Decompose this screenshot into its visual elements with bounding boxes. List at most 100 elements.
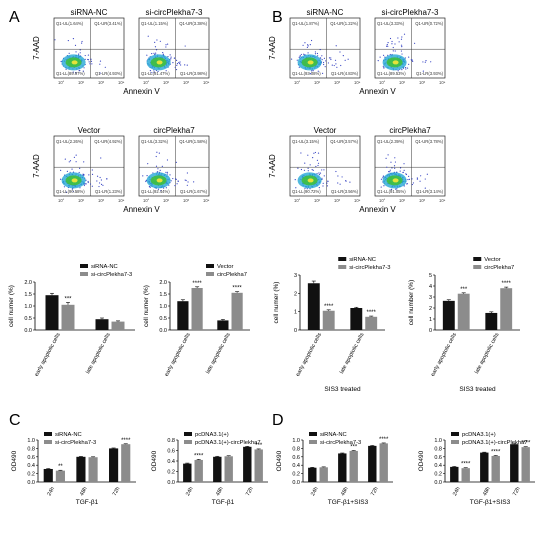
event-dot — [337, 175, 339, 177]
x-tick-label: 72h — [512, 486, 522, 497]
flow-xlabel: Annexin V — [359, 205, 396, 214]
event-dot — [386, 43, 388, 46]
event-dot — [403, 163, 405, 165]
flow-tick-label: 10³ — [98, 80, 105, 85]
event-dot — [71, 188, 73, 190]
event-dot — [99, 60, 102, 62]
bar — [231, 292, 243, 330]
event-dot — [394, 157, 396, 159]
event-dot — [91, 173, 94, 175]
event-dot — [330, 57, 332, 59]
event-dot — [69, 160, 72, 162]
bar — [365, 316, 378, 330]
quadrant-label: Q1-LL(89.53%) — [377, 71, 406, 76]
flow-plot-frame — [138, 17, 210, 79]
x-tick-label: late apoptotic cells — [85, 332, 112, 375]
event-dot — [184, 64, 186, 66]
event-dot — [65, 191, 67, 193]
bar — [319, 467, 328, 482]
flow-tick-label: 10° — [143, 80, 150, 85]
y-axis-label: OD490 — [276, 450, 283, 471]
event-dot — [408, 56, 410, 58]
quadrant-label: Q1-UR(1.58%) — [179, 139, 207, 144]
event-dot — [405, 173, 407, 175]
density-peak — [156, 60, 163, 65]
significance-mark: **** — [232, 286, 242, 292]
event-dot — [68, 161, 70, 163]
bar-charts: 0.0 0.5 1.0 1.5 2.0 cell numer (%) *** early ap… — [8, 257, 535, 506]
event-dot — [416, 178, 419, 180]
bar-chart: 0.0 0.2 0.4 0.6 0.8 1.0 OD490 ** 24h 48h **** 72h TG… — [11, 432, 136, 506]
event-dot — [412, 60, 414, 62]
event-dot — [179, 62, 181, 65]
legend-label: siRNA-NC — [91, 264, 118, 270]
y-tick-label: 0.2 — [27, 472, 35, 478]
event-dot — [321, 55, 323, 57]
event-dot — [167, 55, 169, 58]
panel-letter-a: A — [9, 9, 20, 26]
event-dot — [73, 156, 75, 158]
event-dot — [72, 190, 74, 193]
flow-tick-label: 10³ — [183, 80, 190, 85]
event-dot — [154, 46, 157, 48]
event-dot — [430, 61, 432, 63]
event-dot — [157, 70, 159, 73]
event-dot — [186, 64, 188, 66]
event-dot — [319, 172, 322, 174]
event-dot — [323, 169, 325, 171]
quadrant-label: Q1-LR(4.93%) — [95, 71, 123, 76]
event-dot — [78, 171, 80, 174]
density-peak — [71, 60, 78, 65]
significance-mark: **** — [192, 281, 202, 287]
event-dot — [317, 164, 319, 167]
event-dot — [60, 169, 62, 171]
quadrant-label: Q1-UR(3.78%) — [415, 139, 443, 144]
event-dot — [142, 175, 144, 177]
quadrant-label: Q1-LR(1.67%) — [180, 189, 208, 194]
event-dot — [307, 52, 309, 54]
event-dot — [75, 72, 77, 74]
event-dot — [170, 180, 172, 182]
event-dot — [424, 178, 426, 180]
legend-swatch — [451, 432, 459, 436]
event-dot — [175, 161, 177, 164]
quadrant-label: Q1-UL(1.64%) — [56, 21, 84, 26]
event-dot — [154, 41, 156, 43]
x-tick-label: 48h — [340, 486, 350, 497]
event-dot — [83, 174, 85, 176]
event-dot — [326, 185, 329, 187]
y-tick-label: 0.5 — [24, 316, 32, 322]
flow-tick-label: 10² — [78, 80, 85, 85]
event-dot — [333, 64, 335, 67]
flow-plot-frame — [374, 135, 446, 197]
event-dot — [310, 39, 313, 42]
bar — [349, 450, 358, 482]
y-axis-label: OD490 — [418, 450, 425, 471]
x-tick-label: late apoptotic cells — [339, 332, 366, 375]
y-axis-label: cell number (%) — [408, 280, 415, 326]
event-dot — [307, 167, 309, 169]
flow-plot: Vector Q1-UL(3.15%) Q1-UR(3.57%) Q1-LL(90.7… — [289, 126, 361, 203]
event-dot — [157, 168, 159, 170]
significance-mark: **** — [502, 281, 512, 287]
significance-mark: **** — [521, 441, 531, 447]
bar — [88, 457, 98, 482]
panel-letter-d: D — [272, 412, 284, 429]
y-axis-label: OD490 — [151, 450, 158, 471]
y-tick-label: 0.0 — [159, 328, 167, 334]
event-dot — [161, 165, 163, 167]
event-dot — [175, 59, 178, 61]
bar — [461, 468, 470, 482]
x-tick-label: 24h — [310, 486, 320, 497]
event-dot — [317, 152, 320, 154]
legend-swatch — [80, 272, 88, 276]
event-dot — [309, 188, 311, 190]
y-tick-label: 0.8 — [167, 438, 175, 444]
flow-tick-label: 10² — [163, 198, 170, 203]
legend-label: Vector — [484, 257, 501, 263]
event-dot — [398, 41, 400, 43]
event-dot — [410, 59, 412, 61]
x-tick-label: 48h — [215, 486, 225, 497]
legend-label: siRNA-NC — [349, 257, 376, 263]
bar — [213, 456, 222, 482]
